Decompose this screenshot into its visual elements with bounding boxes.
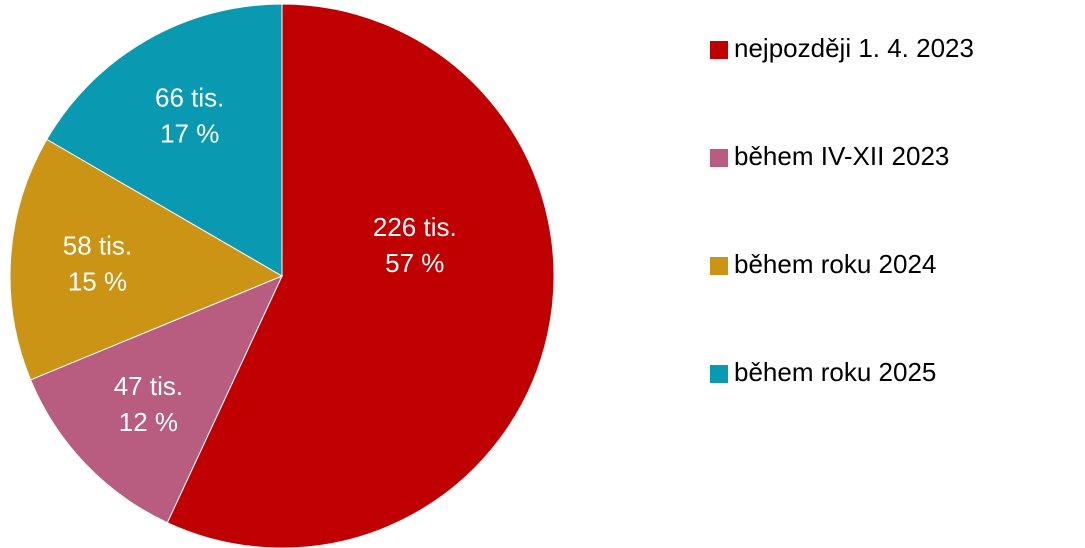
slice-percentage-label: 15 %	[68, 266, 127, 296]
slice-percentage-label: 17 %	[160, 119, 219, 149]
slice-percentage-label: 12 %	[119, 407, 178, 437]
slice-percentage-label: 57 %	[385, 248, 444, 278]
legend-swatch	[710, 257, 728, 275]
legend-swatch	[710, 149, 728, 167]
legend-label: během roku 2024	[734, 249, 936, 279]
slice-value-label: 226 tis.	[373, 212, 457, 242]
legend-swatch	[710, 365, 728, 383]
legend-label: nejpozději 1. 4. 2023	[734, 33, 974, 63]
slice-value-label: 66 tis.	[155, 83, 224, 113]
slice-value-label: 47 tis.	[114, 371, 183, 401]
pie-slice	[9, 138, 284, 381]
pie-slice	[166, 3, 555, 548]
legend-label: během IV-XII 2023	[734, 141, 949, 171]
legend-label: během roku 2025	[734, 357, 936, 387]
legend-swatch	[710, 41, 728, 59]
pie-slice	[29, 275, 283, 524]
slice-value-label: 58 tis.	[63, 230, 132, 260]
pie-slice	[46, 3, 283, 277]
